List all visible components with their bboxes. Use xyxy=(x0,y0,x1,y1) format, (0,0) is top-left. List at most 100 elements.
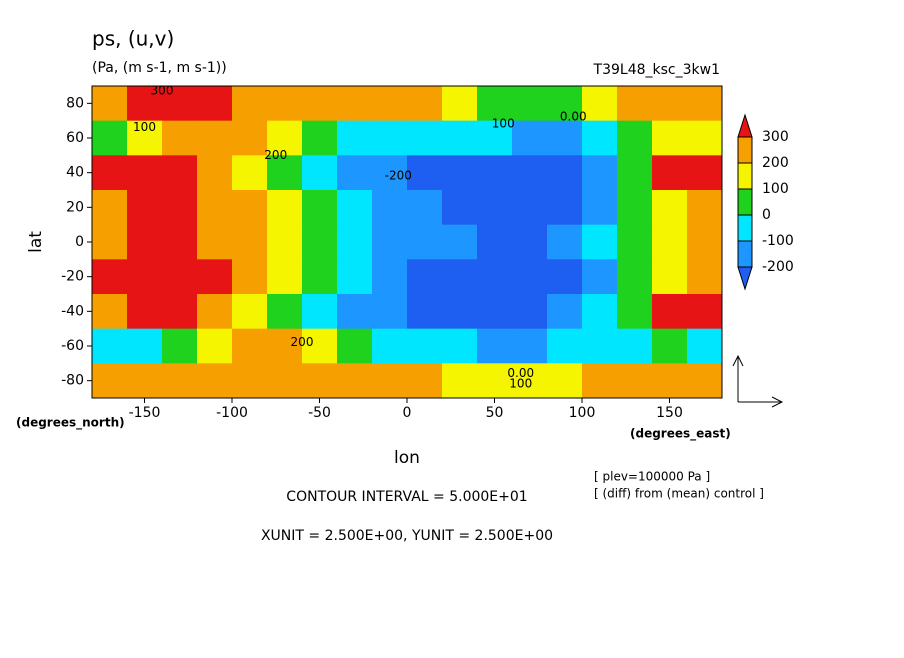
y-axis-label: lat xyxy=(26,231,46,253)
field-cell xyxy=(162,190,198,226)
x-tick-label: -100 xyxy=(216,405,248,421)
field-cell xyxy=(232,190,268,226)
field-cell xyxy=(372,224,408,260)
field-cell xyxy=(442,259,478,295)
field-cell xyxy=(267,294,303,330)
field-cell xyxy=(407,328,443,364)
field-cell xyxy=(372,259,408,295)
field-cell xyxy=(407,363,443,399)
x-tick-label: -150 xyxy=(129,405,161,421)
field-cell xyxy=(652,86,688,122)
colorbar-segment xyxy=(737,214,753,242)
field-cell xyxy=(477,155,513,191)
field-cell xyxy=(267,120,303,156)
colorbar-label: 0 xyxy=(762,207,771,223)
field-cell xyxy=(372,363,408,399)
field-cell xyxy=(302,190,338,226)
field-cell xyxy=(582,155,618,191)
field-cell xyxy=(162,224,198,260)
x-axis-label: lon xyxy=(394,448,420,468)
colorbar-segment xyxy=(737,240,753,268)
field-cell xyxy=(267,155,303,191)
field-cell xyxy=(267,363,303,399)
field-cell xyxy=(477,86,513,122)
colorbar-triangle xyxy=(737,266,753,291)
field-cell xyxy=(337,190,373,226)
field-cell xyxy=(442,328,478,364)
field-cell xyxy=(337,86,373,122)
field-cell xyxy=(407,86,443,122)
field-cell xyxy=(477,120,513,156)
field-cell xyxy=(162,120,198,156)
field-cell xyxy=(687,328,723,364)
colorbar-label: 200 xyxy=(762,155,789,171)
field-cell xyxy=(302,363,338,399)
field-cell xyxy=(127,86,163,122)
field-cell xyxy=(302,259,338,295)
field-cell xyxy=(442,155,478,191)
field-cell xyxy=(92,328,128,364)
field-cell xyxy=(232,259,268,295)
field-cell xyxy=(617,294,653,330)
field-cell xyxy=(652,294,688,330)
field-cell xyxy=(582,86,618,122)
field-cell xyxy=(442,120,478,156)
field-cell xyxy=(232,120,268,156)
contour-label: 100 xyxy=(133,120,156,134)
field-cell xyxy=(512,294,548,330)
field-cell xyxy=(442,190,478,226)
field-cell xyxy=(127,224,163,260)
field-cell xyxy=(547,294,583,330)
y-tick-label: -20 xyxy=(61,269,84,285)
field-cell xyxy=(92,224,128,260)
field-cell xyxy=(232,224,268,260)
field-cell xyxy=(197,328,233,364)
field-cell xyxy=(617,190,653,226)
field-cell xyxy=(687,259,723,295)
field-cell xyxy=(582,190,618,226)
field-cell xyxy=(232,363,268,399)
field-cell xyxy=(127,328,163,364)
field-cell xyxy=(197,294,233,330)
field-cell xyxy=(302,86,338,122)
field-cell xyxy=(477,363,513,399)
field-cell xyxy=(687,363,723,399)
field-cell xyxy=(232,86,268,122)
field-cell xyxy=(582,363,618,399)
field-cell xyxy=(652,224,688,260)
field-cell xyxy=(232,294,268,330)
field-cell xyxy=(372,120,408,156)
field-cell xyxy=(92,86,128,122)
field-cell xyxy=(92,294,128,330)
field-cell xyxy=(687,190,723,226)
field-cell xyxy=(127,190,163,226)
contour-label: 100 xyxy=(492,117,515,131)
field-cell xyxy=(442,294,478,330)
field-cell xyxy=(372,328,408,364)
field-cell xyxy=(197,190,233,226)
field-cell xyxy=(652,155,688,191)
field-cell xyxy=(617,86,653,122)
field-cell xyxy=(547,328,583,364)
contour-label: 0.00 xyxy=(560,110,587,124)
field-cell xyxy=(372,86,408,122)
field-cell xyxy=(127,363,163,399)
field-cell xyxy=(617,120,653,156)
field-cell xyxy=(92,190,128,226)
field-cell xyxy=(687,86,723,122)
field-cell xyxy=(92,155,128,191)
field-cell xyxy=(582,294,618,330)
field-cell xyxy=(162,86,198,122)
y-tick-label: 40 xyxy=(66,165,84,181)
field-cell xyxy=(337,224,373,260)
field-cell xyxy=(547,155,583,191)
field-cell xyxy=(127,294,163,330)
contour-label: 200 xyxy=(291,335,314,349)
field-cell xyxy=(477,224,513,260)
x-tick-label: 100 xyxy=(569,405,596,421)
colorbar-triangle xyxy=(737,113,753,138)
field-cell xyxy=(442,224,478,260)
field-cell xyxy=(407,294,443,330)
field-cell xyxy=(162,259,198,295)
